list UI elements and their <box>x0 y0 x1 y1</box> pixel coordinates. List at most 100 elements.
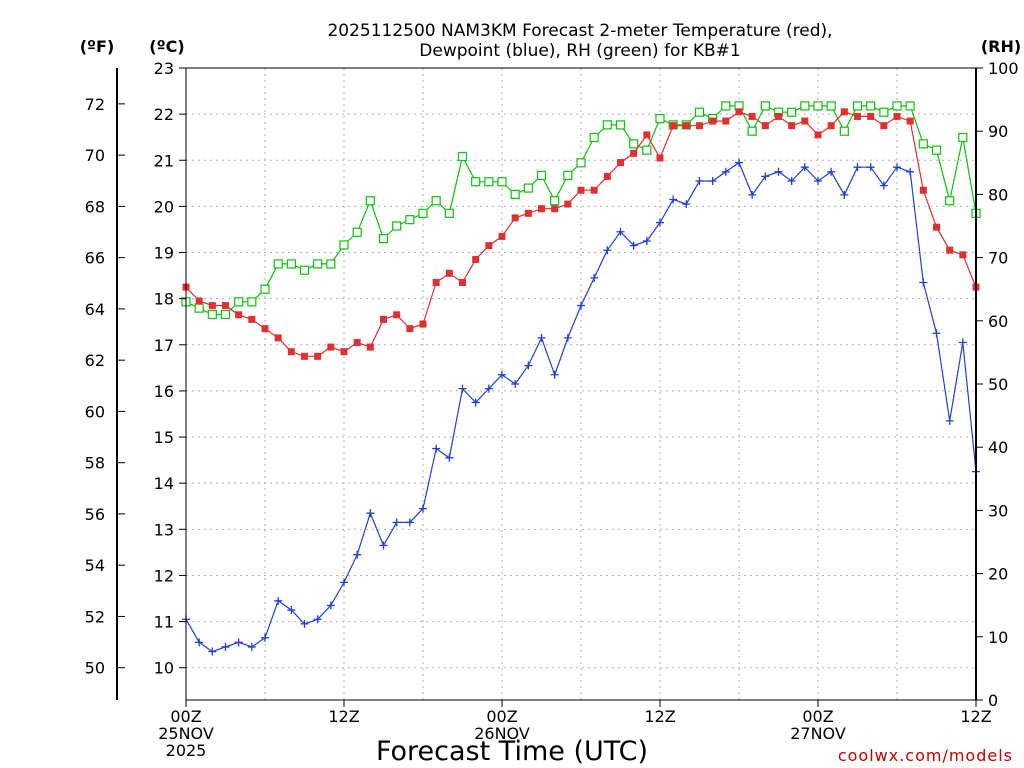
rh-point <box>339 240 349 250</box>
rh-point <box>510 189 520 199</box>
temperature-point <box>393 311 401 319</box>
temperature-point <box>788 122 796 130</box>
x-tick-label: 25NOV <box>158 724 214 743</box>
celsius-unit-label: (ºC) <box>149 37 184 56</box>
rh-point <box>365 196 375 206</box>
rh-point <box>866 101 876 111</box>
dewpoint-point <box>958 338 967 347</box>
celsius-tick-label: 21 <box>154 151 174 170</box>
x-tick-label: 12Z <box>328 707 359 726</box>
dewpoint-point <box>906 167 915 176</box>
dewpoint-point <box>642 236 651 245</box>
rh-tick-label: 50 <box>988 375 1008 394</box>
chart-subtitle: Dewpoint (blue), RH (green) for KB#1 <box>419 41 740 61</box>
temperature-point <box>617 159 624 167</box>
temperature-point <box>643 131 651 139</box>
rh-point <box>879 107 889 117</box>
temperature-point <box>735 108 743 116</box>
dewpoint-point <box>590 273 599 282</box>
dewpoint-point <box>800 163 809 172</box>
fahrenheit-tick-label: 68 <box>85 197 105 216</box>
celsius-tick-label: 11 <box>154 613 174 632</box>
dewpoint-point <box>932 329 941 338</box>
dewpoint-point <box>484 384 493 393</box>
fahrenheit-tick-label: 58 <box>85 454 105 473</box>
x-tick-label: 00Z <box>486 707 517 726</box>
fahrenheit-tick-label: 50 <box>85 659 105 678</box>
temperature-point <box>775 112 782 120</box>
rh-point <box>931 145 942 155</box>
rh-tick-label: 0 <box>988 691 998 710</box>
rh-point <box>418 208 428 218</box>
temperature-point <box>761 122 769 130</box>
dewpoint-point <box>524 361 533 370</box>
rh-point <box>326 259 336 269</box>
temperature-point <box>933 223 940 231</box>
dewpoint-point <box>498 370 506 379</box>
temperature-point <box>551 205 559 213</box>
dewpoint-point <box>866 163 875 172</box>
temperature-point <box>590 186 598 194</box>
fahrenheit-tick-label: 56 <box>85 505 105 524</box>
dewpoint-point <box>326 601 335 610</box>
rh-point <box>945 196 955 206</box>
axes: 10 11 12 13 14 15 16 17 18 19 20 21 22 23 50 52 54 56 58 60… <box>85 59 1019 760</box>
rh-point <box>721 101 731 111</box>
dewpoint-point <box>695 177 704 186</box>
temperature-point <box>208 302 216 310</box>
temperature-point <box>195 297 203 305</box>
rh-point <box>694 107 705 117</box>
rh-point <box>800 101 810 111</box>
celsius-tick-label: 15 <box>154 428 174 447</box>
dewpoint-point <box>340 578 348 587</box>
temperature-point <box>814 131 822 139</box>
fahrenheit-tick-label: 70 <box>85 146 105 165</box>
rh-point <box>378 234 389 244</box>
dewpoint-point <box>708 177 717 186</box>
dewpoint-point <box>840 190 849 199</box>
temperature-point <box>827 122 835 130</box>
rh-point <box>523 183 533 193</box>
celsius-tick-label: 17 <box>154 336 174 355</box>
dewpoint-point <box>893 163 901 172</box>
dewpoint-point <box>261 633 269 642</box>
rh-point <box>273 259 283 269</box>
dewpoint-point <box>458 384 467 393</box>
temperature-point <box>709 117 717 125</box>
temperature-point <box>511 214 519 222</box>
dewpoint-point <box>445 453 454 462</box>
dewpoint-point <box>827 167 836 176</box>
rh-point <box>431 196 441 206</box>
temperature-point <box>353 338 361 346</box>
temperature-point <box>301 352 308 360</box>
rh-point <box>918 139 928 149</box>
rh-point <box>813 101 823 111</box>
temperature-point <box>893 112 901 120</box>
rh-point <box>392 221 402 231</box>
rh-point <box>787 107 797 117</box>
dewpoint-point <box>761 172 770 181</box>
rh-point <box>536 170 547 181</box>
temperature-point <box>880 122 888 130</box>
celsius-tick-label: 19 <box>154 244 174 263</box>
dewpoint-point <box>669 195 678 204</box>
rh-point <box>352 227 362 237</box>
rh-point <box>194 303 204 313</box>
temperature-point <box>603 172 611 180</box>
rh-point <box>484 177 494 187</box>
rh-point <box>313 259 323 269</box>
rh-point <box>576 158 586 168</box>
dewpoint-point <box>577 301 585 310</box>
temperature-point <box>538 205 545 213</box>
dewpoint-point <box>471 398 480 407</box>
rh-tick-label: 70 <box>988 249 1008 268</box>
rh-point <box>602 120 612 130</box>
dewpoint-point <box>616 227 625 236</box>
temperature-point <box>696 122 703 130</box>
rh-point <box>550 196 560 206</box>
fahrenheit-tick-label: 62 <box>85 351 105 370</box>
temperature-point <box>235 311 243 319</box>
temperature-point <box>656 154 664 162</box>
rh-point <box>958 132 968 143</box>
temperature-point <box>564 200 572 208</box>
